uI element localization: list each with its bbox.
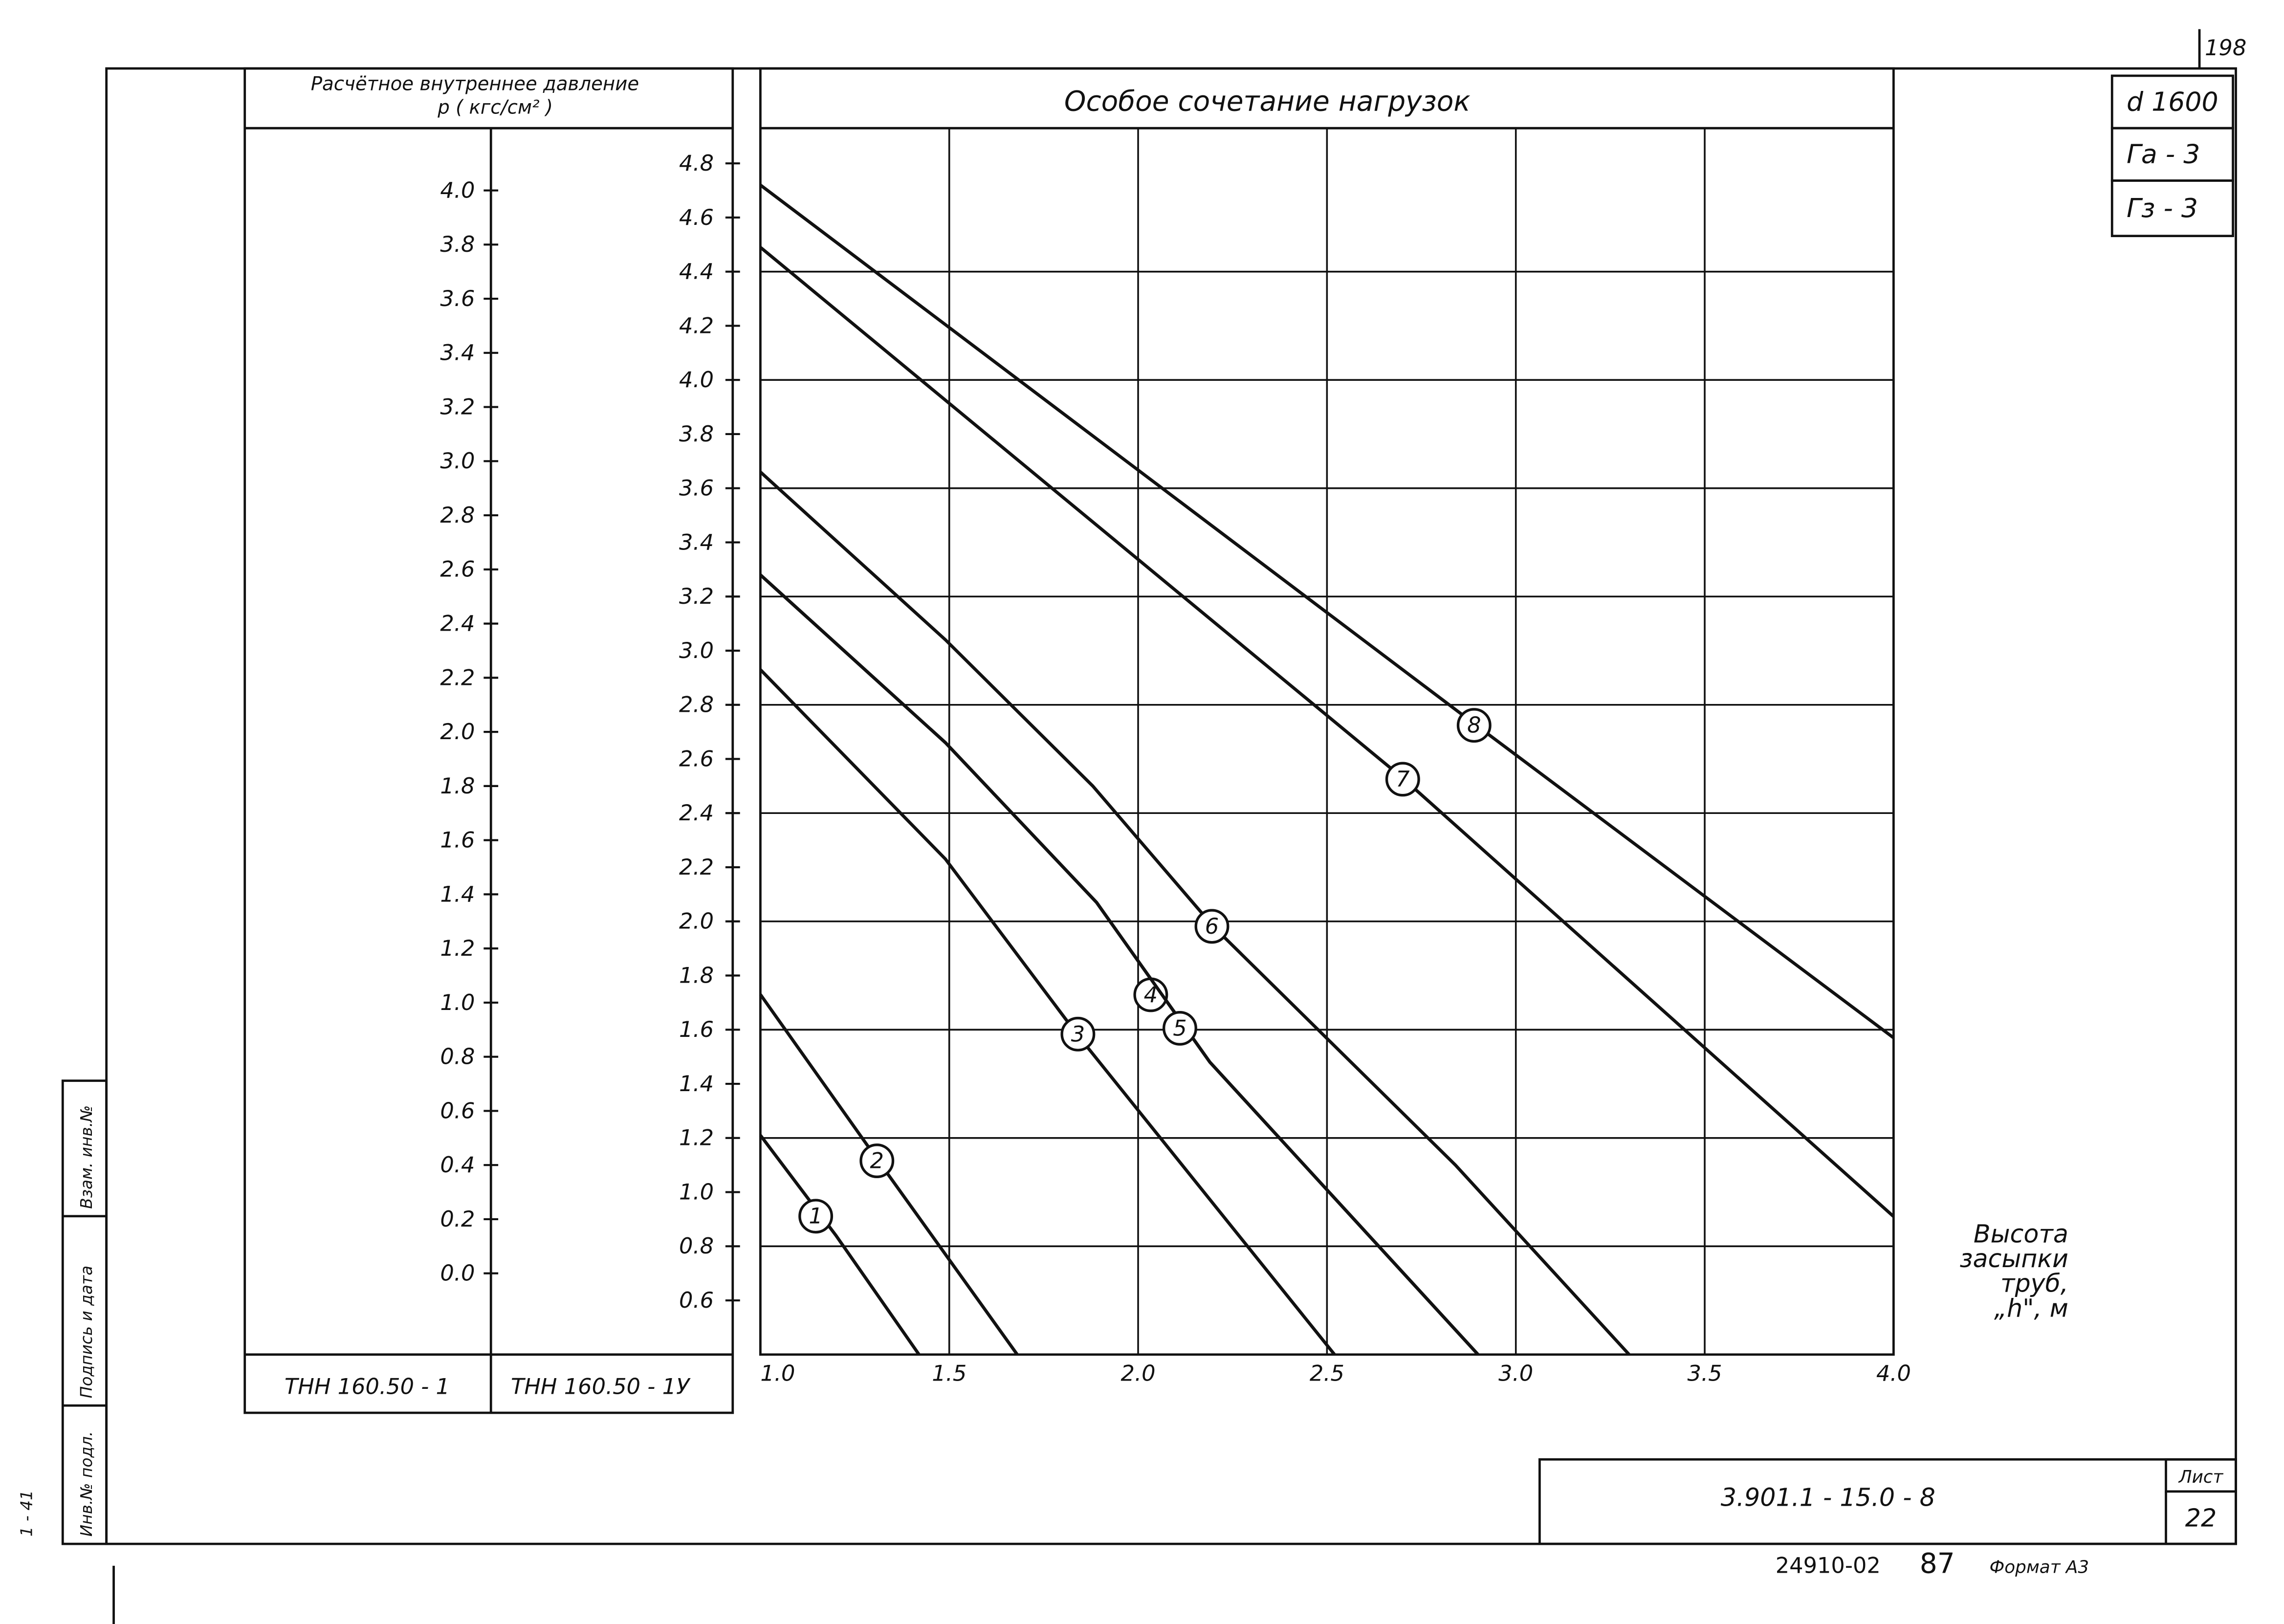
y2-tick-label: 3.8 xyxy=(440,232,475,257)
x-axis-label: Высота xyxy=(1974,1219,2068,1248)
y-tick-label: 2.6 xyxy=(679,746,714,771)
pressure-header: Расчётное внутреннее давление xyxy=(311,73,639,95)
curve xyxy=(759,1134,921,1356)
y-tick-label: 4.8 xyxy=(679,151,714,176)
pressure-unit: p ( кгс/см² ) xyxy=(437,96,553,118)
y2-tick-label: 0.0 xyxy=(440,1261,475,1286)
y2-tick-label: 3.4 xyxy=(440,340,475,366)
y-tick-label: 1.0 xyxy=(679,1179,714,1205)
x-axis-label: засыпки xyxy=(1960,1244,2068,1273)
curve-label-circle xyxy=(1385,762,1420,797)
y-tick-label: 2.2 xyxy=(679,855,714,880)
y2-tick-label: 3.2 xyxy=(440,394,475,419)
curve-label-circle xyxy=(1194,909,1230,944)
x-tick-label: 1.0 xyxy=(760,1361,795,1386)
curve-label-circle xyxy=(1456,708,1492,743)
column-label: ТНН 160.50 - 1 xyxy=(285,1374,450,1399)
y-tick-label: 3.8 xyxy=(679,421,714,447)
y-tick-label: 0.6 xyxy=(679,1288,714,1313)
x-tick-label: 3.5 xyxy=(1687,1361,1722,1386)
y-tick-label: 1.2 xyxy=(679,1125,714,1151)
x-tick-label: 4.0 xyxy=(1876,1361,1911,1386)
curve-label: 6 xyxy=(1205,914,1219,939)
y-tick-label: 1.6 xyxy=(679,1017,714,1042)
x-axis-label: „h", м xyxy=(1994,1294,2068,1322)
curve-label: 8 xyxy=(1467,713,1481,738)
column-label: ТНН 160.50 - 1У xyxy=(511,1374,691,1399)
ground-a: Гa - 3 xyxy=(2127,139,2200,170)
x-tick-label: 2.0 xyxy=(1121,1361,1156,1386)
y2-tick-label: 2.4 xyxy=(440,611,475,636)
y2-tick-label: 1.2 xyxy=(440,936,475,961)
y-tick-label: 2.0 xyxy=(679,909,714,934)
y-tick-label: 4.6 xyxy=(679,205,714,230)
curve-label: 2 xyxy=(870,1148,884,1173)
curve-label: 5 xyxy=(1173,1015,1186,1041)
sheet-label: Лист xyxy=(2178,1467,2224,1487)
ground-z: Гз - 3 xyxy=(2127,193,2198,223)
y-tick-label: 4.2 xyxy=(679,313,714,338)
curve xyxy=(759,573,1479,1356)
curve-label-circle xyxy=(859,1143,895,1179)
y-tick-label: 1.4 xyxy=(679,1071,714,1097)
x-tick-label: 3.0 xyxy=(1498,1361,1533,1386)
y2-tick-label: 0.8 xyxy=(440,1044,475,1070)
y2-tick-label: 1.6 xyxy=(440,828,475,853)
y2-tick-label: 1.0 xyxy=(440,990,475,1015)
x-axis-label: труб, xyxy=(2000,1269,2068,1298)
y-tick-label: 3.0 xyxy=(679,638,714,663)
y2-tick-label: 4.0 xyxy=(440,177,475,203)
y2-tick-label: 0.6 xyxy=(440,1098,475,1123)
y2-tick-label: 1.8 xyxy=(440,773,475,799)
y2-tick-label: 3.6 xyxy=(440,286,475,311)
y2-tick-label: 2.2 xyxy=(440,665,475,690)
y2-tick-label: 2.8 xyxy=(440,503,475,528)
y2-tick-label: 0.4 xyxy=(440,1152,475,1178)
y2-tick-label: 2.0 xyxy=(440,719,475,745)
y-tick-label: 2.8 xyxy=(679,692,714,718)
y-tick-label: 0.8 xyxy=(679,1233,714,1259)
y-tick-label: 4.0 xyxy=(679,367,714,393)
y-tick-label: 1.8 xyxy=(679,963,714,988)
sheet-number: 22 xyxy=(2185,1503,2217,1532)
x-tick-label: 1.5 xyxy=(932,1361,966,1386)
page-number: 198 xyxy=(2205,35,2246,61)
side-code: 1 - 41 xyxy=(18,1490,36,1536)
curve-label: 7 xyxy=(1396,767,1410,792)
y2-tick-label: 2.6 xyxy=(440,557,475,582)
curve-label-circle xyxy=(1060,1016,1096,1052)
stamp-replace: Взам. инв.№ xyxy=(77,1105,96,1209)
y-tick-label: 2.4 xyxy=(679,800,714,826)
doc-code: 3.901.1 - 15.0 - 8 xyxy=(1721,1483,1935,1512)
curve-label-circle xyxy=(1163,1010,1197,1046)
stamp-inv: Инв.№ подл. xyxy=(77,1431,96,1537)
curve xyxy=(759,993,1019,1356)
archive-code: 24910-02 xyxy=(1776,1553,1881,1579)
y-tick-label: 4.4 xyxy=(679,259,714,285)
y2-tick-label: 3.0 xyxy=(440,448,475,474)
curve-label: 3 xyxy=(1071,1021,1085,1047)
y-tick-label: 3.2 xyxy=(679,584,714,609)
curve-label: 1 xyxy=(809,1204,822,1229)
stamp-sign: Подпись и дата xyxy=(77,1266,96,1398)
y-tick-label: 3.6 xyxy=(679,476,714,501)
x-tick-label: 2.5 xyxy=(1310,1361,1344,1386)
curve-label-circle xyxy=(798,1199,834,1234)
curve xyxy=(759,471,1630,1356)
chart-title: Особое сочетание нагрузок xyxy=(1064,85,1471,117)
y-tick-label: 3.4 xyxy=(679,529,714,555)
y2-tick-label: 1.4 xyxy=(440,881,475,907)
curve xyxy=(759,668,1336,1356)
pipe-diameter: d 1600 xyxy=(2127,86,2218,117)
y2-tick-label: 0.2 xyxy=(440,1207,475,1232)
format: Формат А3 xyxy=(1989,1558,2089,1578)
archive-number: 87 xyxy=(1920,1548,1955,1580)
